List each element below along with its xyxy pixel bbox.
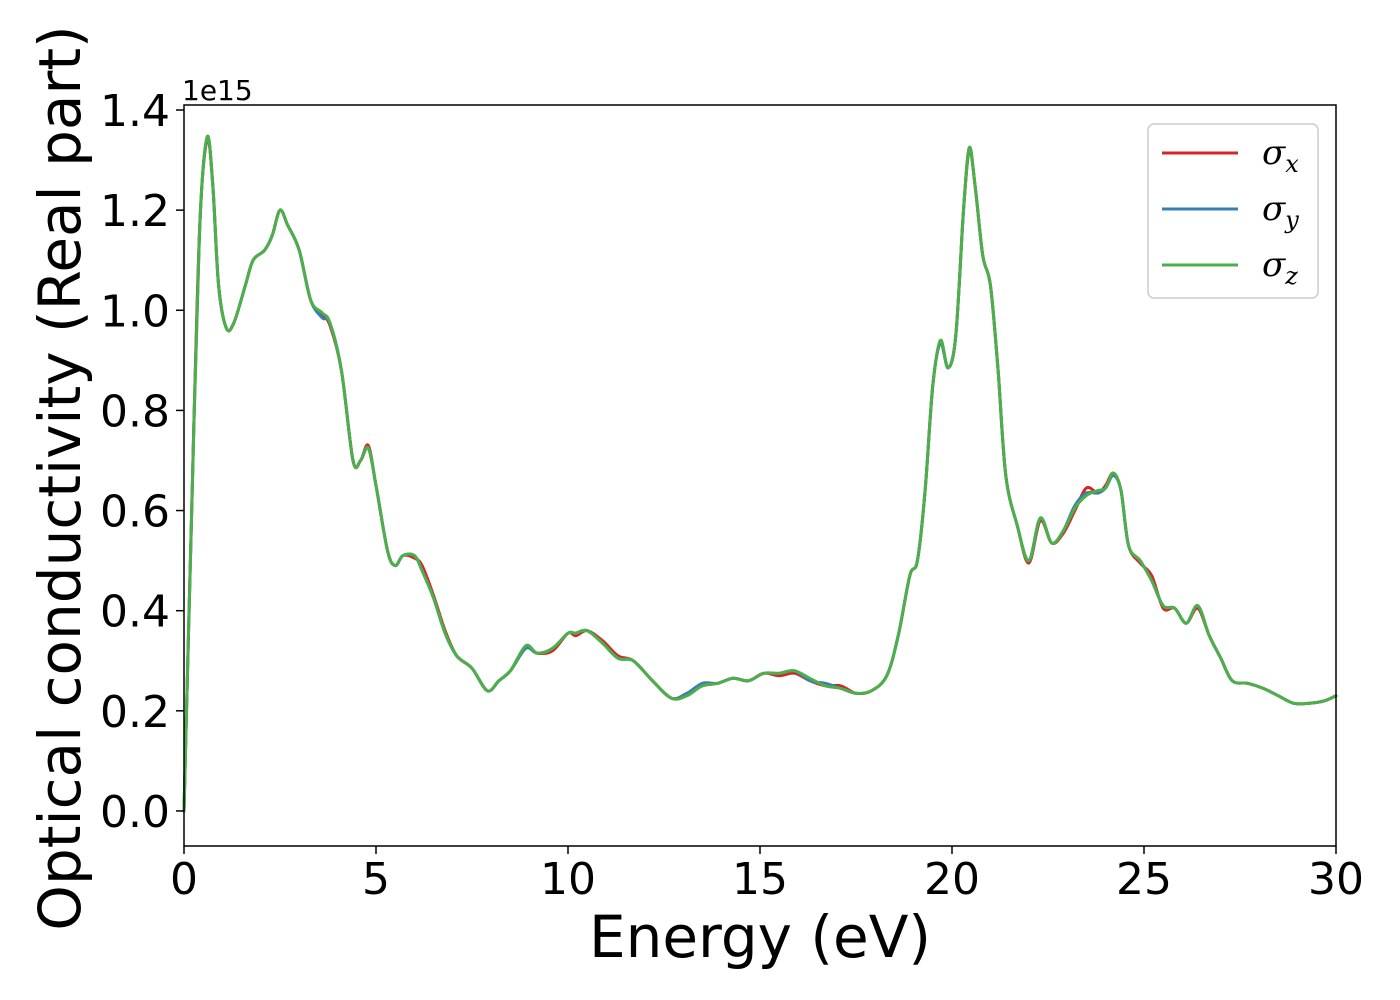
x-tick-label: 20 bbox=[924, 854, 980, 905]
y-tick-label: 1.2 bbox=[100, 186, 170, 237]
y-offset-label: 1e15 bbox=[182, 74, 253, 107]
y-tick-label: 1.0 bbox=[100, 286, 170, 337]
y-tick-label: 0.8 bbox=[100, 386, 170, 437]
legend-box bbox=[1147, 123, 1319, 299]
x-tick-label: 5 bbox=[362, 854, 390, 905]
y-tick-label: 0.6 bbox=[100, 487, 170, 538]
x-tick-label: 25 bbox=[1116, 854, 1172, 905]
series-line-z bbox=[182, 134, 1338, 813]
series-layer bbox=[182, 134, 1338, 813]
y-axis-ticks: 0.0 0.2 0.4 0.6 0.8 1.0 1.2 1.4 bbox=[100, 86, 184, 838]
y-tick-label: 0.4 bbox=[100, 587, 170, 638]
x-tick-label: 0 bbox=[170, 854, 198, 905]
y-axis-label: Optical conductivity (Real part) bbox=[26, 25, 94, 930]
x-axis-ticks: 0 5 10 15 20 25 30 bbox=[170, 846, 1364, 905]
x-tick-label: 15 bbox=[732, 854, 788, 905]
x-axis-label: Energy (eV) bbox=[589, 903, 931, 971]
y-tick-label: 0.0 bbox=[100, 787, 170, 838]
y-tick-label: 0.2 bbox=[100, 687, 170, 738]
x-tick-label: 30 bbox=[1308, 854, 1364, 905]
y-tick-label: 1.4 bbox=[100, 86, 170, 137]
x-tick-label: 10 bbox=[540, 854, 596, 905]
